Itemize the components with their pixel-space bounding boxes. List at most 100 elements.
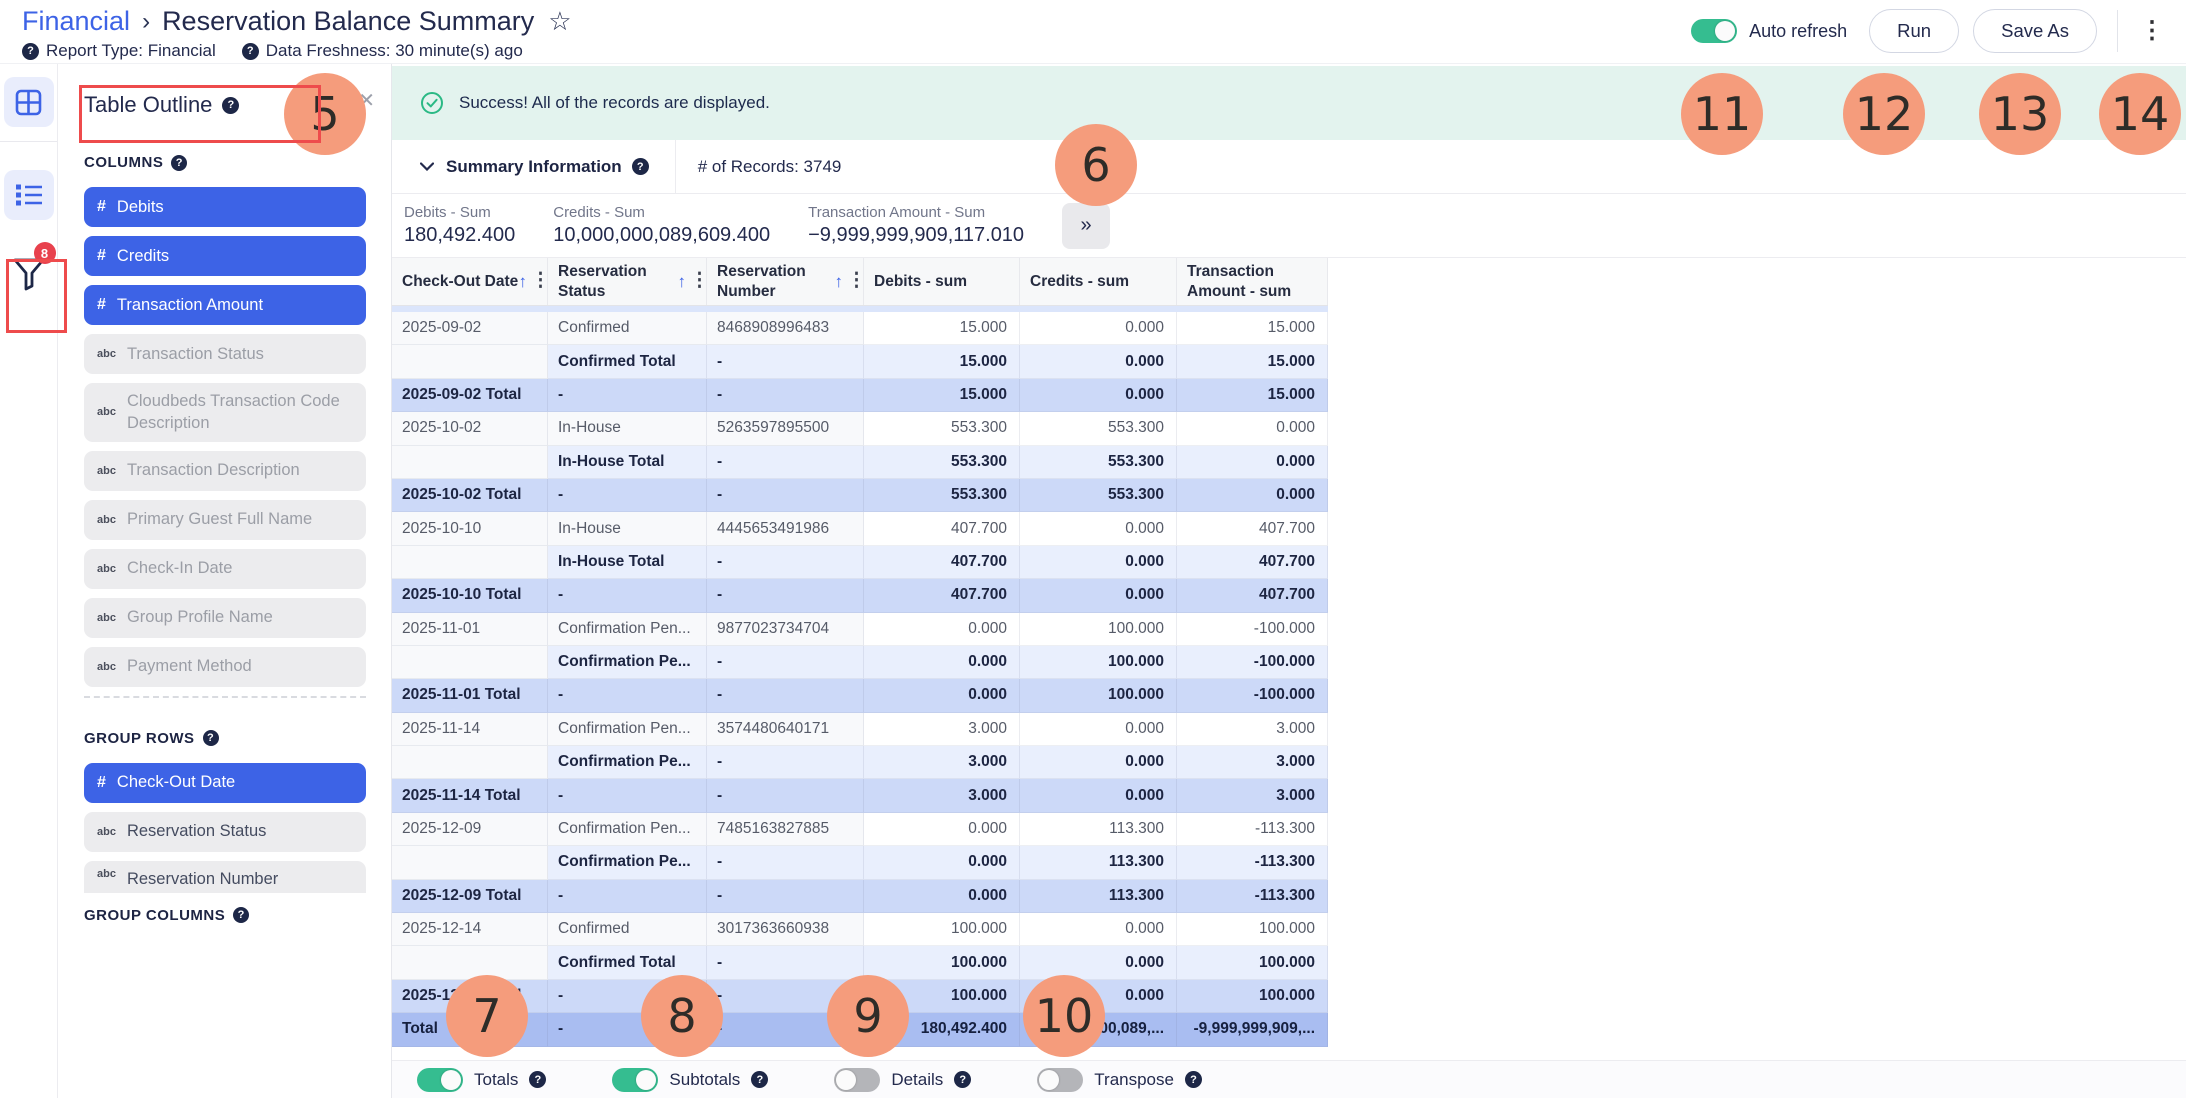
- table-cell: 0.000: [1177, 478, 1328, 513]
- table-cell: -: [707, 746, 864, 780]
- table-cell: 0.000: [1020, 712, 1177, 747]
- help-icon[interactable]: ?: [222, 96, 240, 114]
- table-header-row: Check-Out Date ↑ ⋮ Reservation Status ↑ ⋮ Rese…: [392, 258, 1328, 306]
- table-cell: 553.300: [1020, 412, 1177, 446]
- column-header-4[interactable]: Debits - sum: [864, 258, 1020, 305]
- column-header-5[interactable]: Credits - sum: [1020, 258, 1177, 305]
- field-pill-reservation-status[interactable]: abc Reservation Status: [84, 811, 366, 852]
- auto-refresh-toggle[interactable]: [1691, 19, 1738, 43]
- help-icon[interactable]: ?: [171, 154, 188, 171]
- field-pill-debits[interactable]: # Debits: [84, 187, 366, 227]
- column-header-6[interactable]: Transaction Amount - sum: [1177, 258, 1328, 305]
- transpose-toggle[interactable]: [1037, 1067, 1084, 1092]
- field-pill-label: Credits: [116, 246, 170, 265]
- favorite-star-icon[interactable]: ☆: [548, 6, 572, 36]
- group-rows-pill-list: # Check-Out Date abc Reservation Status abc R…: [84, 762, 391, 893]
- table-outline-panel: Table Outline ? ✕ COLUMNS ? # Debits # Cred…: [58, 64, 392, 1098]
- field-pill-label: Transaction Status: [126, 344, 264, 363]
- column-header-label: Reservation Status: [558, 263, 647, 300]
- table-cell: Confirmation Pen...: [548, 712, 707, 747]
- column-header-1[interactable]: Check-Out Date ↑ ⋮: [392, 258, 550, 305]
- field-pill-transaction-amount[interactable]: # Transaction Amount: [84, 285, 366, 325]
- table-cell: 2025-10-10: [392, 512, 548, 546]
- table-cell: 0.000: [1020, 979, 1177, 1014]
- chevron-down-icon[interactable]: [420, 162, 434, 171]
- column-header-3[interactable]: Reservation Number ↑ ⋮: [707, 258, 866, 305]
- table-cell: 3.000: [864, 712, 1020, 747]
- text-type-icon: abc: [97, 825, 116, 838]
- field-pill-reservation-number[interactable]: abc Reservation Number: [84, 860, 366, 893]
- help-icon[interactable]: ?: [22, 42, 39, 60]
- table-cell: 2025-10-02 Total: [392, 478, 548, 513]
- help-icon[interactable]: ?: [954, 1071, 972, 1088]
- save-as-button[interactable]: Save As: [1973, 9, 2097, 53]
- data-freshness-meta: ? Data Freshness: 30 minute(s) ago: [241, 41, 523, 61]
- columns-pill-list: # Debits # Credits # Transaction Amount abc Tra…: [84, 187, 391, 687]
- table-cell: 100.000: [1020, 645, 1177, 680]
- filter-count-badge: 8: [33, 242, 56, 264]
- help-icon[interactable]: ?: [233, 907, 250, 924]
- help-icon[interactable]: ?: [529, 1071, 547, 1088]
- table-cell: 2025-11-14: [392, 712, 548, 747]
- table-cell: -113.300: [1177, 846, 1328, 880]
- column-menu-kebab-icon[interactable]: ⋮: [690, 270, 709, 292]
- table-cell: [392, 946, 548, 980]
- field-pill-transaction-description[interactable]: abc Transaction Description: [84, 450, 366, 491]
- sort-ascending-icon[interactable]: ↑: [518, 271, 528, 291]
- table-cell: 5263597895500: [707, 412, 864, 446]
- table-cell: 100.000: [1177, 913, 1328, 947]
- field-pill-check-in-date[interactable]: abc Check-In Date: [84, 548, 366, 589]
- totals-toggle[interactable]: [417, 1067, 463, 1092]
- column-header-label: Credits - sum: [1030, 272, 1130, 290]
- field-pill-cloudbeds-transaction-code-description[interactable]: abc Cloudbeds Transaction Code Descriptio…: [84, 383, 366, 442]
- table-row-detail: 2025-12-14 Confirmed 3017363660938 100.000 0…: [392, 913, 1328, 947]
- table-view-icon[interactable]: [3, 77, 54, 127]
- help-icon[interactable]: ?: [631, 158, 649, 175]
- field-pill-payment-method[interactable]: abc Payment Method: [84, 646, 366, 687]
- expand-stats-button[interactable]: »: [1062, 202, 1111, 249]
- field-pill-label: Debits: [116, 197, 164, 216]
- table-cell: 3574480640171: [707, 712, 864, 747]
- filter-icon[interactable]: 8: [4, 242, 56, 302]
- table-body: 2025-09-02 Confirmed 8468908996483 15.000 0.…: [392, 312, 1328, 1047]
- table-cell: -: [707, 478, 864, 513]
- field-pill-check-out-date[interactable]: # Check-Out Date: [84, 762, 366, 803]
- table-cell: 407.700: [864, 512, 1020, 546]
- sort-ascending-icon[interactable]: ↑: [834, 271, 844, 291]
- field-pill-primary-guest-full-name[interactable]: abc Primary Guest Full Name: [84, 499, 366, 540]
- field-pill-group-profile-name[interactable]: abc Group Profile Name: [84, 597, 366, 638]
- header-actions: Auto refresh Run Save As ⋮: [1691, 9, 2170, 53]
- field-pill-credits[interactable]: # Credits: [84, 236, 366, 276]
- summary-information-label: Summary Information: [446, 156, 622, 176]
- help-icon[interactable]: ?: [1184, 1071, 1202, 1088]
- field-pill-label: Reservation Status: [126, 822, 267, 841]
- field-pill-label: Check-In Date: [126, 559, 233, 578]
- field-pill-label: Reservation Number: [126, 869, 279, 888]
- table-cell: -: [548, 679, 707, 713]
- run-button[interactable]: Run: [1869, 9, 1960, 53]
- outline-list-icon[interactable]: [3, 170, 54, 220]
- table-cell: 113.300: [1020, 846, 1177, 880]
- report-type-meta: ? Report Type: Financial: [22, 41, 216, 61]
- sort-ascending-icon[interactable]: ↑: [677, 271, 687, 291]
- help-icon[interactable]: ?: [751, 1071, 769, 1088]
- field-pill-label: Transaction Amount: [116, 295, 264, 314]
- help-icon[interactable]: ?: [202, 730, 219, 747]
- column-menu-kebab-icon[interactable]: ⋮: [531, 270, 550, 292]
- details-toggle[interactable]: [834, 1067, 881, 1092]
- table-row-group_total: 2025-12-14 Total - -100.000 0.000 100.000: [392, 979, 1328, 1014]
- column-menu-kebab-icon[interactable]: ⋮: [847, 270, 866, 292]
- field-pill-transaction-status[interactable]: abc Transaction Status: [84, 334, 366, 374]
- table-cell: 0.000: [1020, 512, 1177, 546]
- data-freshness-label: Data Freshness: 30 minute(s) ago: [265, 41, 523, 60]
- breadcrumb: Financial › Reservation Balance Summary …: [22, 6, 572, 37]
- subtotals-toggle[interactable]: [612, 1067, 659, 1092]
- more-options-kebab-icon[interactable]: ⋮: [2140, 17, 2164, 44]
- report-meta: ? Report Type: Financial ? Data Freshnes…: [22, 41, 523, 61]
- help-icon[interactable]: ?: [241, 42, 259, 60]
- close-icon[interactable]: ✕: [358, 90, 375, 112]
- breadcrumb-section-link[interactable]: Financial: [22, 6, 131, 36]
- table-cell: 0.000: [1020, 946, 1177, 980]
- column-header-2[interactable]: Reservation Status ↑ ⋮: [548, 258, 709, 305]
- table-cell: 2025-11-14 Total: [392, 779, 548, 813]
